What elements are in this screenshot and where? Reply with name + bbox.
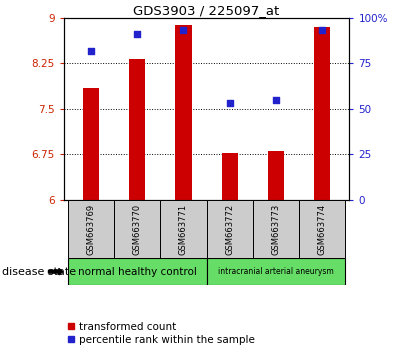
Text: intracranial arterial aneurysm: intracranial arterial aneurysm: [218, 267, 333, 276]
Bar: [68, 200, 114, 258]
Bar: [206, 258, 345, 285]
Text: GSM663772: GSM663772: [225, 204, 234, 255]
Text: GSM663769: GSM663769: [87, 204, 96, 255]
Bar: [222, 153, 238, 200]
Bar: [68, 258, 206, 285]
Point: [88, 48, 95, 53]
Text: GSM663774: GSM663774: [317, 204, 326, 255]
Bar: [129, 59, 145, 200]
Bar: [114, 200, 160, 258]
Point: [134, 31, 141, 37]
Text: disease state: disease state: [2, 267, 76, 277]
Bar: [175, 25, 192, 200]
Point: [180, 28, 187, 33]
Text: normal healthy control: normal healthy control: [78, 267, 197, 277]
Bar: [314, 27, 330, 200]
Bar: [253, 200, 299, 258]
Legend: transformed count, percentile rank within the sample: transformed count, percentile rank withi…: [63, 317, 259, 349]
Point: [226, 101, 233, 106]
Bar: [160, 200, 207, 258]
Text: GSM663770: GSM663770: [133, 204, 142, 255]
Text: GSM663773: GSM663773: [271, 204, 280, 255]
Point: [272, 97, 279, 103]
Bar: [268, 152, 284, 200]
Title: GDS3903 / 225097_at: GDS3903 / 225097_at: [134, 4, 279, 17]
Point: [319, 28, 325, 33]
Text: GSM663771: GSM663771: [179, 204, 188, 255]
Bar: [83, 87, 99, 200]
Bar: [299, 200, 345, 258]
Bar: [206, 200, 253, 258]
